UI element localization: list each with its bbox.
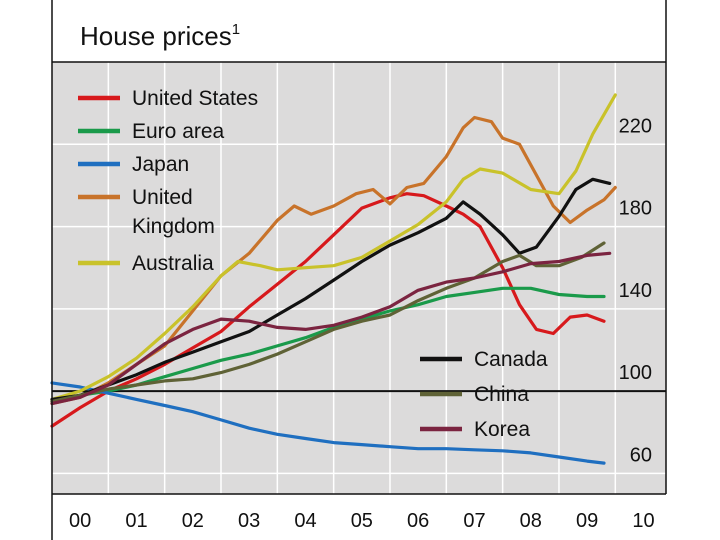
- x-tick-label: 09: [576, 510, 598, 532]
- legend-item: Japan: [78, 153, 189, 176]
- x-tick-label: 02: [182, 510, 204, 532]
- plot-background: [52, 62, 666, 494]
- title-band: [52, 0, 666, 62]
- x-tick-label: 07: [463, 510, 485, 532]
- legend-label: Japan: [132, 153, 189, 176]
- legend-label: Euro area: [132, 120, 225, 143]
- x-tick-label: 06: [407, 510, 429, 532]
- legend-bottom-right: Canada China Korea: [420, 348, 548, 441]
- legend-label: Australia: [132, 252, 214, 275]
- legend-item: Euro area: [78, 120, 225, 143]
- legend-item: United States: [78, 87, 258, 110]
- legend-top-left: United States Euro area Japan United Kingdom…: [78, 87, 258, 275]
- series-line-united-kingdom: [50, 115, 617, 406]
- y-tick-label: 180: [619, 198, 652, 220]
- x-tick-label: 01: [125, 510, 147, 532]
- legend-label: United: [132, 186, 193, 209]
- x-tick-label: 04: [294, 510, 316, 532]
- legend-label: Canada: [474, 348, 548, 371]
- x-tick-label: 05: [351, 510, 373, 532]
- x-tick-label: 08: [520, 510, 542, 532]
- series-line-united-states: [50, 192, 606, 428]
- x-tick-label: 10: [632, 510, 654, 532]
- y-tick-label: 60: [630, 444, 652, 466]
- series-line-china: [50, 241, 606, 403]
- y-tick-label: 140: [619, 280, 652, 302]
- series-line-korea: [50, 251, 612, 406]
- x-axis-tick-labels: 00 01 02 03 04 05 06 07 08 09 10: [69, 510, 655, 532]
- legend-label: Korea: [474, 418, 530, 441]
- chart-title: House prices1: [80, 21, 240, 51]
- series-line-japan: [50, 381, 606, 465]
- series-lines: [50, 93, 617, 465]
- series-line-canada: [50, 177, 612, 401]
- x-tick-label: 03: [238, 510, 260, 532]
- y-axis-tick-labels: 60 100 140 180 220: [619, 115, 652, 466]
- legend-item: Korea: [420, 418, 530, 441]
- legend-label: China: [474, 383, 529, 406]
- legend-label: United States: [132, 87, 258, 110]
- legend-item: United Kingdom: [78, 186, 215, 238]
- legend-item: Australia: [78, 252, 214, 275]
- x-tick-label: 00: [69, 510, 91, 532]
- y-tick-label: 220: [619, 115, 652, 137]
- legend-label: Kingdom: [132, 215, 215, 238]
- legend-item: Canada: [420, 348, 548, 371]
- series-line-australia: [50, 93, 617, 401]
- legend-item: China: [420, 383, 529, 406]
- y-tick-label: 100: [619, 362, 652, 384]
